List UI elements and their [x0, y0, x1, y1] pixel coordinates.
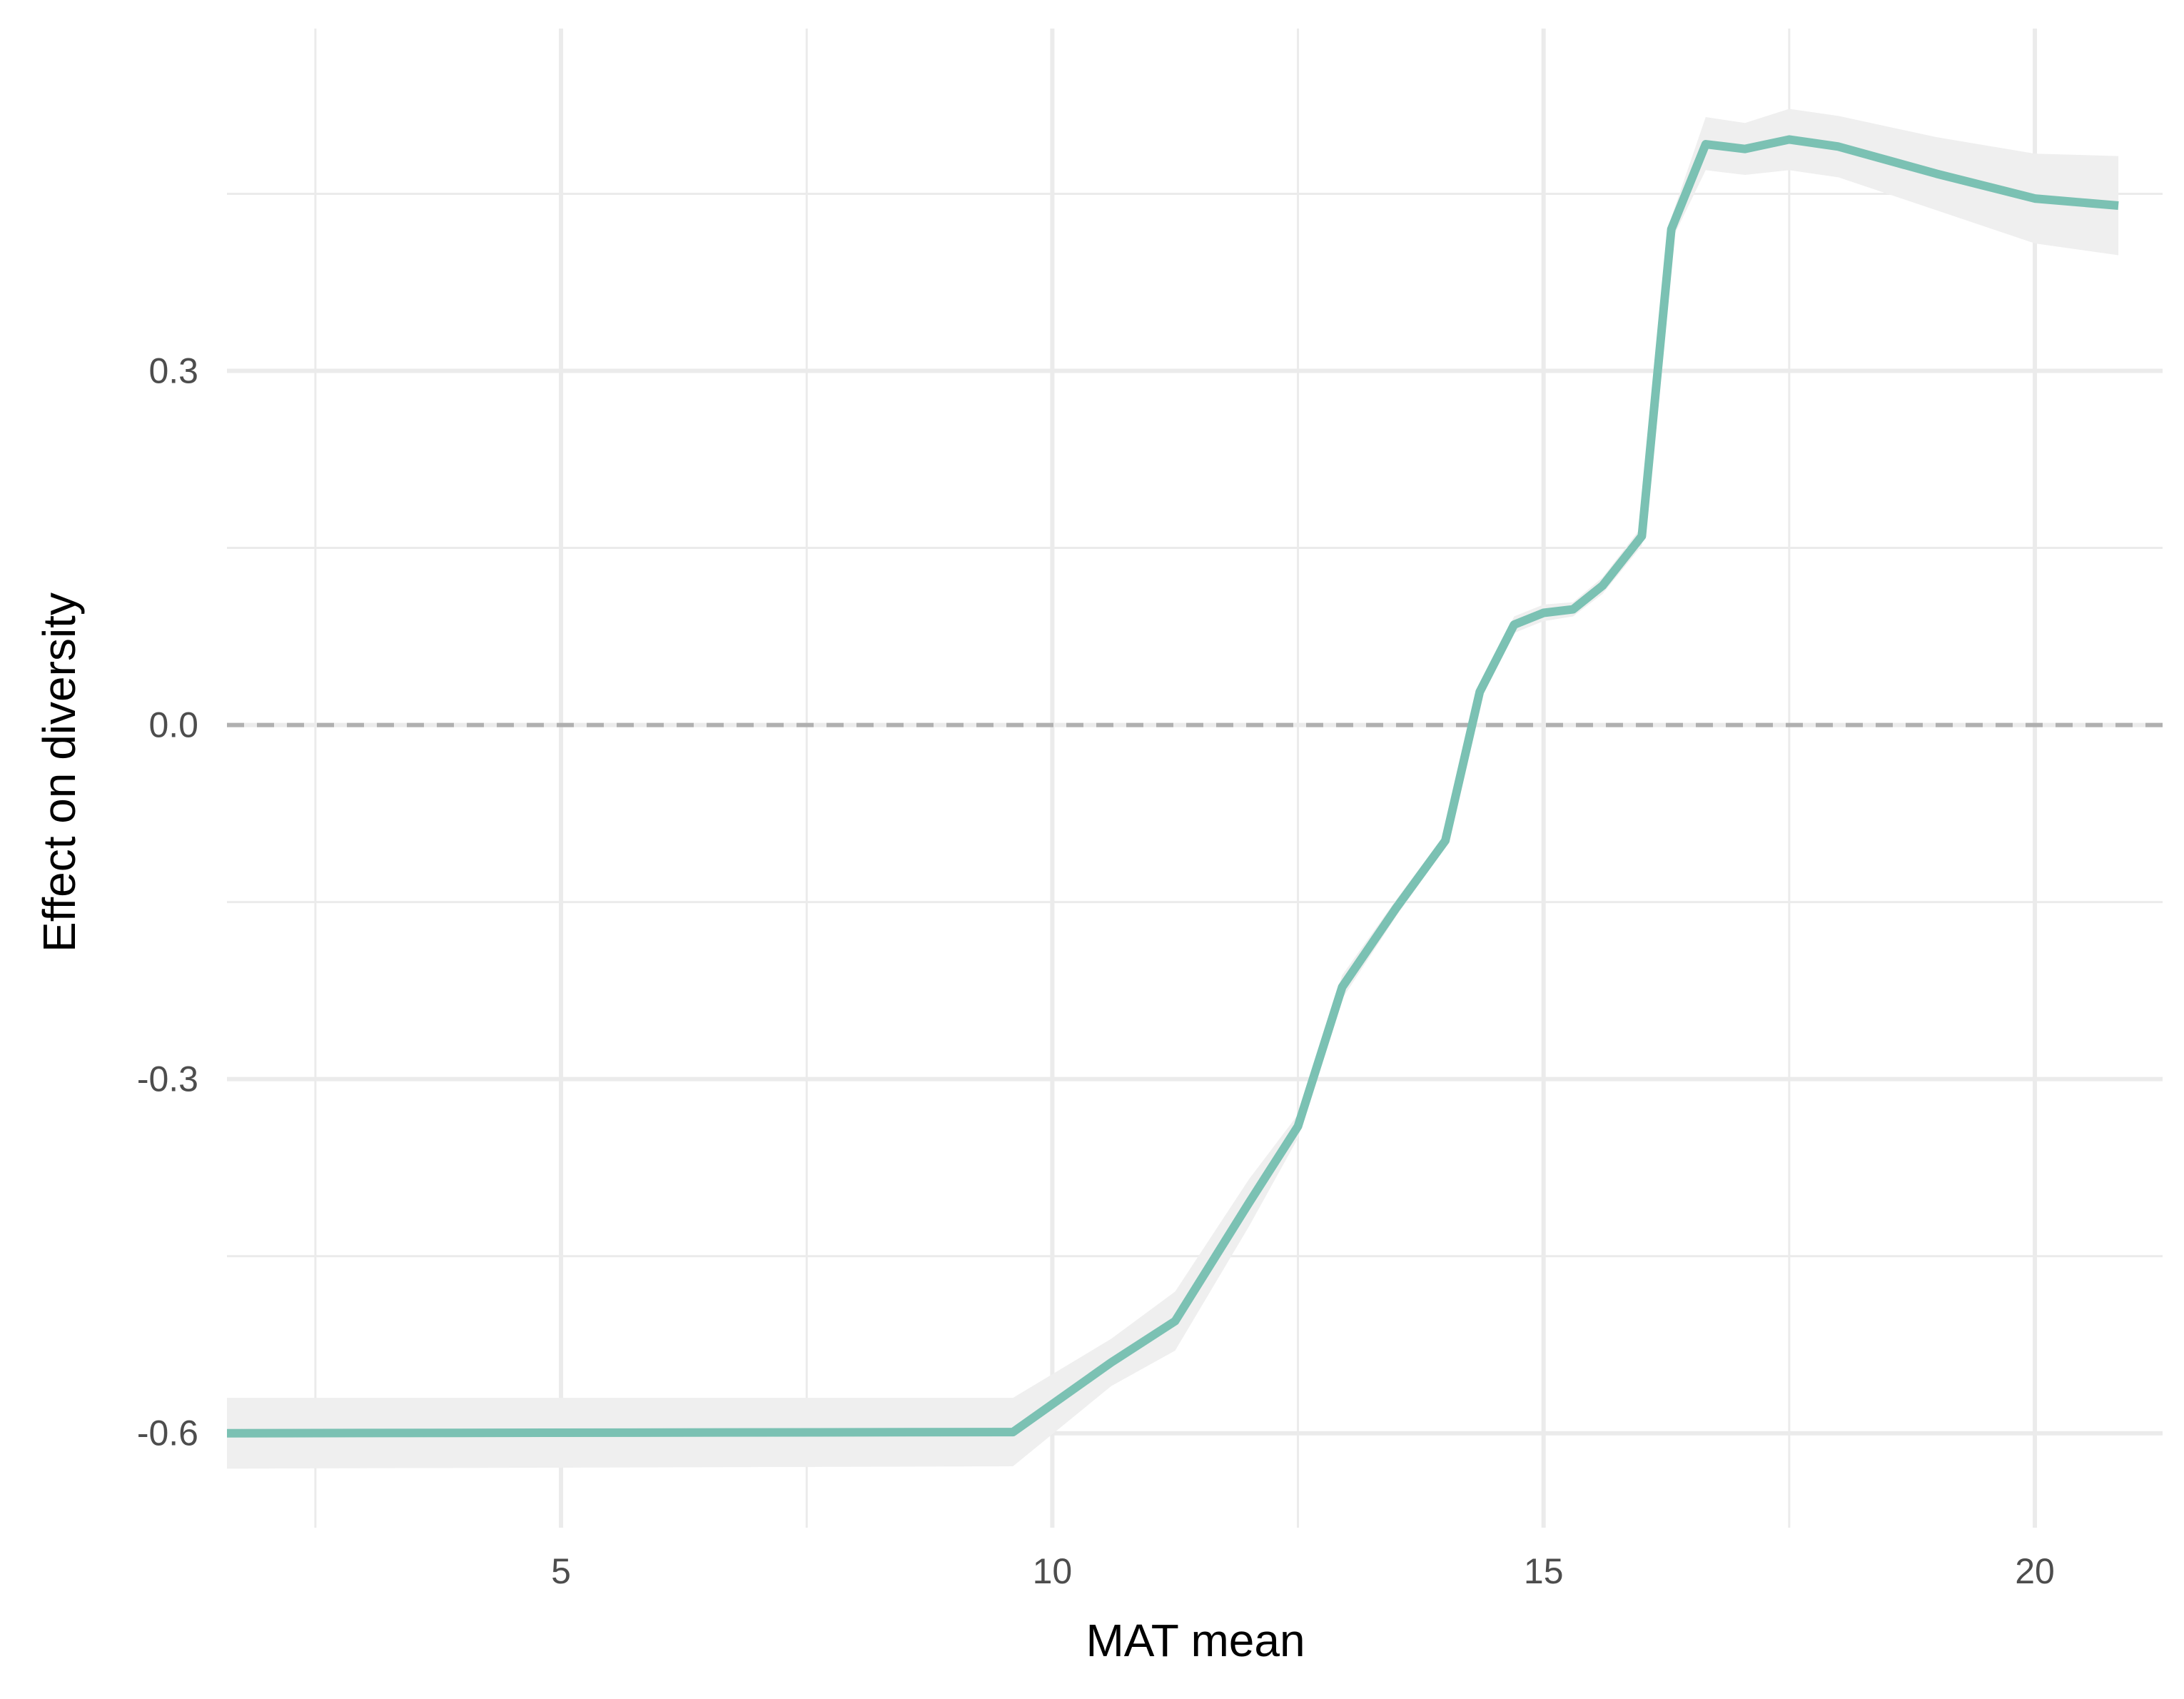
y-tick-labels: -0.6 -0.3 0.0 0.3	[137, 351, 198, 1453]
x-tick-label: 10	[1033, 1551, 1073, 1591]
y-tick-label: -0.3	[137, 1059, 198, 1099]
minor-grid	[227, 29, 2163, 1528]
x-tick-label: 20	[2015, 1551, 2055, 1591]
x-tick-label: 5	[551, 1551, 571, 1591]
series-line	[226, 135, 2119, 1438]
y-tick-label: 0.0	[148, 705, 198, 745]
x-tick-labels: 5 10 15 20	[551, 1551, 2055, 1591]
series-line-layer	[226, 135, 2119, 1438]
x-axis-title: MAT mean	[1086, 1615, 1305, 1666]
y-tick-label: 0.3	[148, 351, 198, 391]
x-tick-label: 15	[1524, 1551, 1564, 1591]
y-axis-title: Effect on diversity	[34, 593, 85, 952]
y-tick-label: -0.6	[137, 1413, 198, 1453]
